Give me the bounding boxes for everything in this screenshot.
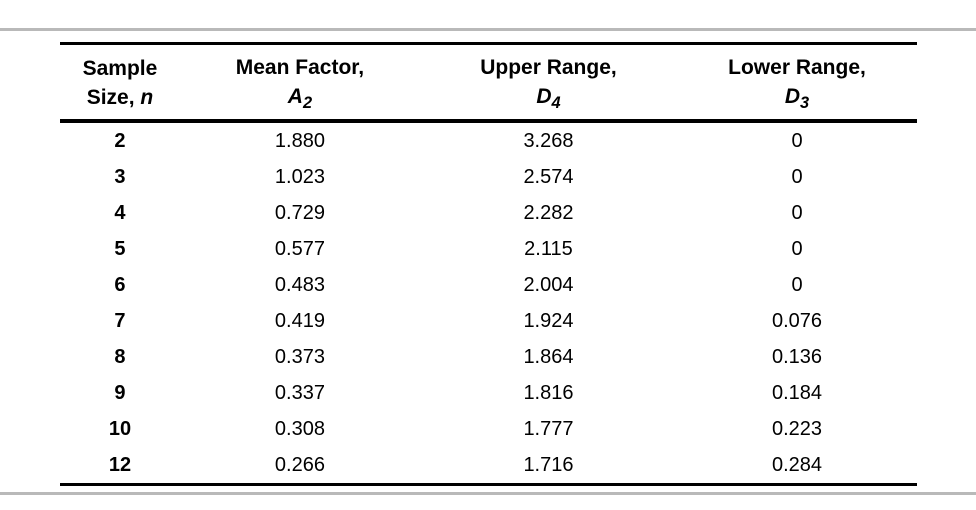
- cell-mean-factor-a2: 1.880: [274, 129, 325, 152]
- cell-lower-range-d3: 0: [791, 273, 803, 296]
- col-header-upper-range-line1: Upper Range,: [480, 56, 617, 79]
- cell-upper-range-d4: 2.115: [524, 237, 573, 260]
- col-header-lower-range-symbol: D: [784, 85, 801, 108]
- cell-sample-size: 9: [114, 381, 126, 404]
- table-row: 8 0.373 1.864 0.136: [60, 339, 917, 375]
- cell-mean-factor-a2: 0.419: [274, 309, 325, 332]
- cell-mean-factor-a2: 0.483: [274, 273, 325, 296]
- cell-lower-range-d3: 0: [791, 237, 803, 260]
- table-row: 3 1.023 2.574 0: [60, 159, 917, 195]
- table-row: 12 0.266 1.716 0.284: [60, 447, 917, 485]
- col-header-mean-factor-subscript: 2: [302, 93, 313, 112]
- cell-upper-range-d4: 1.777: [523, 417, 574, 440]
- col-header-lower-range-line1: Lower Range,: [728, 56, 866, 79]
- cell-sample-size: 2: [114, 129, 126, 152]
- col-header-mean-factor-line1: Mean Factor,: [235, 56, 365, 79]
- cell-mean-factor-a2: 0.373: [274, 345, 325, 368]
- top-divider-rule: [0, 28, 976, 31]
- cell-sample-size: 8: [114, 345, 126, 368]
- col-header-upper-range: Upper Range, D4: [419, 43, 678, 123]
- table-body: 2 1.880 3.268 0 3 1.023 2.574 0 4 0.729 2.282 0 5 0.5…: [60, 121, 917, 485]
- cell-sample-size: 12: [108, 453, 132, 476]
- cell-upper-range-d4: 3.268: [523, 129, 574, 152]
- table-row: 6 0.483 2.004 0: [60, 267, 917, 303]
- cell-mean-factor-a2: 1.023: [274, 165, 325, 188]
- cell-mean-factor-a2: 0.266: [274, 453, 325, 476]
- cell-mean-factor-a2: 0.337: [274, 381, 325, 404]
- cell-mean-factor-a2: 0.308: [274, 417, 325, 440]
- cell-mean-factor-a2: 0.577: [274, 237, 325, 260]
- cell-lower-range-d3: 0.184: [771, 381, 823, 404]
- cell-upper-range-d4: 1.816: [523, 381, 574, 404]
- col-header-lower-range: Lower Range, D3: [677, 43, 917, 123]
- cell-sample-size: 7: [114, 309, 126, 332]
- cell-lower-range-d3: 0.223: [771, 417, 823, 440]
- col-header-sample-size-symbol: n: [140, 86, 154, 109]
- cell-sample-size: 6: [114, 273, 126, 296]
- cell-lower-range-d3: 0: [791, 201, 803, 224]
- cell-lower-range-d3: 0: [791, 129, 803, 152]
- table-row: 5 0.577 2.115 0: [60, 231, 917, 267]
- col-header-sample-size: Sample Size, n: [60, 43, 180, 123]
- cell-mean-factor-a2: 0.729: [274, 201, 325, 224]
- cell-sample-size: 3: [114, 165, 126, 188]
- cell-sample-size: 5: [114, 237, 126, 260]
- table-row: 2 1.880 3.268 0: [60, 121, 917, 159]
- col-header-upper-range-subscript: 4: [551, 93, 561, 112]
- cell-sample-size: 10: [108, 417, 132, 440]
- cell-lower-range-d3: 0.136: [771, 345, 823, 368]
- header-row: Sample Size, n Mean Factor, A2 Upper Ran…: [60, 43, 917, 123]
- cell-sample-size: 4: [114, 201, 126, 224]
- cell-lower-range-d3: 0: [791, 165, 803, 188]
- cell-upper-range-d4: 1.864: [523, 345, 574, 368]
- col-header-sample-size-line1: Sample: [82, 57, 158, 80]
- cell-upper-range-d4: 1.924: [523, 309, 574, 332]
- col-header-upper-range-symbol: D: [536, 85, 552, 108]
- cell-upper-range-d4: 1.716: [523, 453, 574, 476]
- table-row: 9 0.337 1.816 0.184: [60, 375, 917, 411]
- bottom-divider-rule: [0, 492, 976, 495]
- col-header-mean-factor-symbol: A: [287, 85, 303, 108]
- col-header-sample-size-line2: Size,: [86, 86, 141, 109]
- table-row: 10 0.308 1.777 0.223: [60, 411, 917, 447]
- cell-upper-range-d4: 2.004: [523, 273, 574, 296]
- col-header-lower-range-subscript: 3: [800, 93, 810, 112]
- table-row: 4 0.729 2.282 0: [60, 195, 917, 231]
- cell-upper-range-d4: 2.574: [523, 165, 574, 188]
- table-header: Sample Size, n Mean Factor, A2 Upper Ran…: [60, 43, 917, 123]
- control-chart-factors-table: Sample Size, n Mean Factor, A2 Upper Ran…: [60, 42, 917, 486]
- table-row: 7 0.419 1.924 0.076: [60, 303, 917, 339]
- cell-upper-range-d4: 2.282: [523, 201, 574, 224]
- col-header-mean-factor: Mean Factor, A2: [179, 43, 420, 123]
- cell-lower-range-d3: 0.076: [771, 309, 823, 332]
- cell-lower-range-d3: 0.284: [771, 453, 823, 476]
